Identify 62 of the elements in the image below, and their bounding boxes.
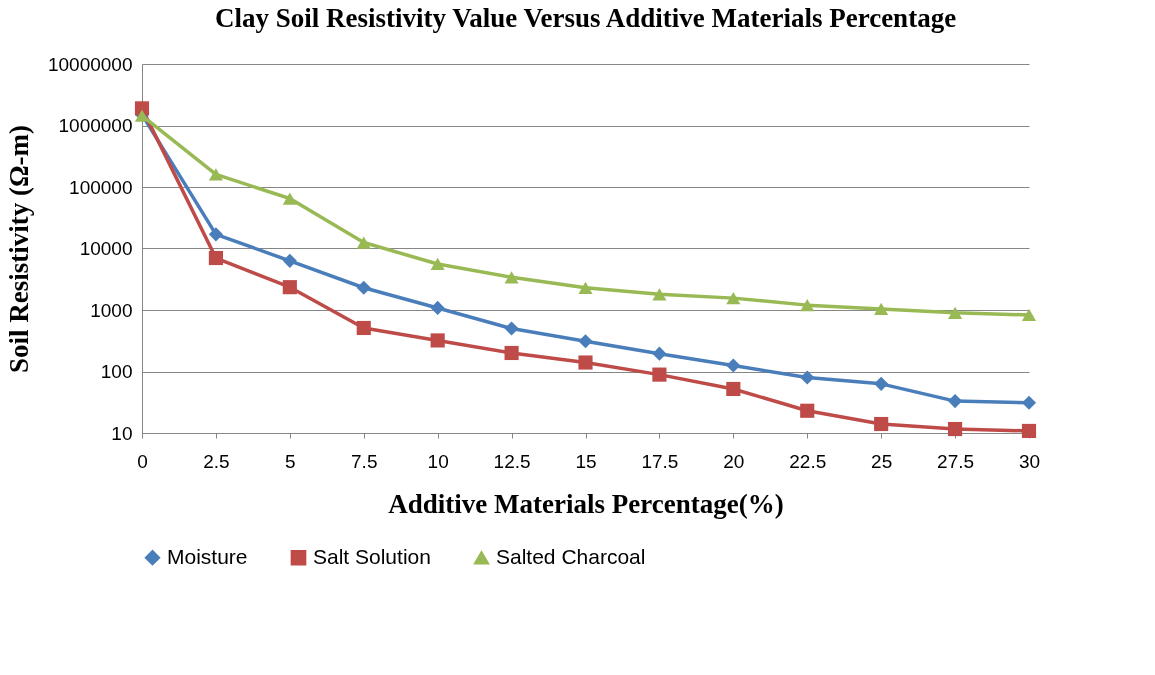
x-tick-label: 5 bbox=[285, 450, 296, 472]
y-tick-label: 10 bbox=[111, 422, 133, 444]
point bbox=[800, 403, 815, 418]
y-tick-label: 1000 bbox=[90, 299, 133, 321]
point bbox=[652, 288, 667, 301]
point bbox=[800, 299, 815, 312]
point bbox=[430, 257, 445, 271]
point bbox=[1021, 308, 1037, 322]
point bbox=[726, 292, 741, 305]
y-tick-label: 100 bbox=[100, 361, 133, 382]
legend-label: Salted Charcoal bbox=[496, 544, 646, 568]
x-tick-label: 10 bbox=[427, 450, 449, 472]
point bbox=[282, 280, 297, 295]
y-axis-title: Soil Resistivity (Ω-m) bbox=[3, 124, 34, 374]
point bbox=[948, 421, 963, 437]
point bbox=[208, 250, 223, 266]
x-tick-label: 0 bbox=[137, 450, 148, 472]
point bbox=[208, 227, 223, 242]
x-tick-label: 25 bbox=[871, 450, 893, 472]
point bbox=[578, 281, 593, 294]
point bbox=[874, 302, 889, 316]
x-tick-label: 7.5 bbox=[351, 450, 378, 472]
point bbox=[800, 370, 815, 385]
point bbox=[578, 355, 593, 370]
point bbox=[504, 321, 519, 336]
chart-title: Clay Soil Resistivity Value Versus Additive Materials Percentage bbox=[214, 3, 957, 33]
point bbox=[356, 280, 371, 295]
x-tick-label: 12.5 bbox=[493, 450, 531, 472]
y-tick-label: 10000 bbox=[79, 238, 133, 259]
point bbox=[504, 345, 519, 361]
point bbox=[430, 300, 445, 316]
point bbox=[208, 168, 223, 181]
point bbox=[652, 367, 667, 382]
point bbox=[504, 271, 519, 284]
x-tick-label: 17.5 bbox=[641, 450, 679, 472]
y-tick-label: 1000000 bbox=[58, 115, 133, 136]
point bbox=[874, 376, 889, 391]
x-tick-label: 27.5 bbox=[937, 450, 975, 472]
point bbox=[356, 236, 371, 249]
y-tick-label: 100000 bbox=[69, 176, 133, 198]
x-tick-label: 2.5 bbox=[203, 450, 230, 472]
point bbox=[726, 381, 741, 397]
x-axis-title: Additive Materials Percentage(%) bbox=[388, 488, 784, 519]
point bbox=[726, 358, 741, 373]
x-tick-label: 22.5 bbox=[789, 450, 827, 472]
point bbox=[652, 346, 667, 361]
point bbox=[578, 334, 593, 349]
point bbox=[948, 394, 963, 409]
x-tick-label: 15 bbox=[575, 450, 597, 472]
point bbox=[282, 192, 297, 205]
x-tick-label: 20 bbox=[723, 450, 745, 472]
point bbox=[1021, 395, 1037, 410]
point bbox=[1021, 423, 1037, 439]
point bbox=[430, 333, 445, 348]
legend-label: Salt Solution bbox=[313, 544, 431, 568]
point bbox=[356, 320, 371, 336]
x-tick-label: 30 bbox=[1018, 450, 1041, 472]
point bbox=[948, 306, 963, 319]
y-tick-label: 10000000 bbox=[47, 53, 133, 75]
legend-label: Moisture bbox=[167, 544, 248, 568]
point bbox=[874, 416, 889, 432]
point bbox=[282, 253, 297, 268]
